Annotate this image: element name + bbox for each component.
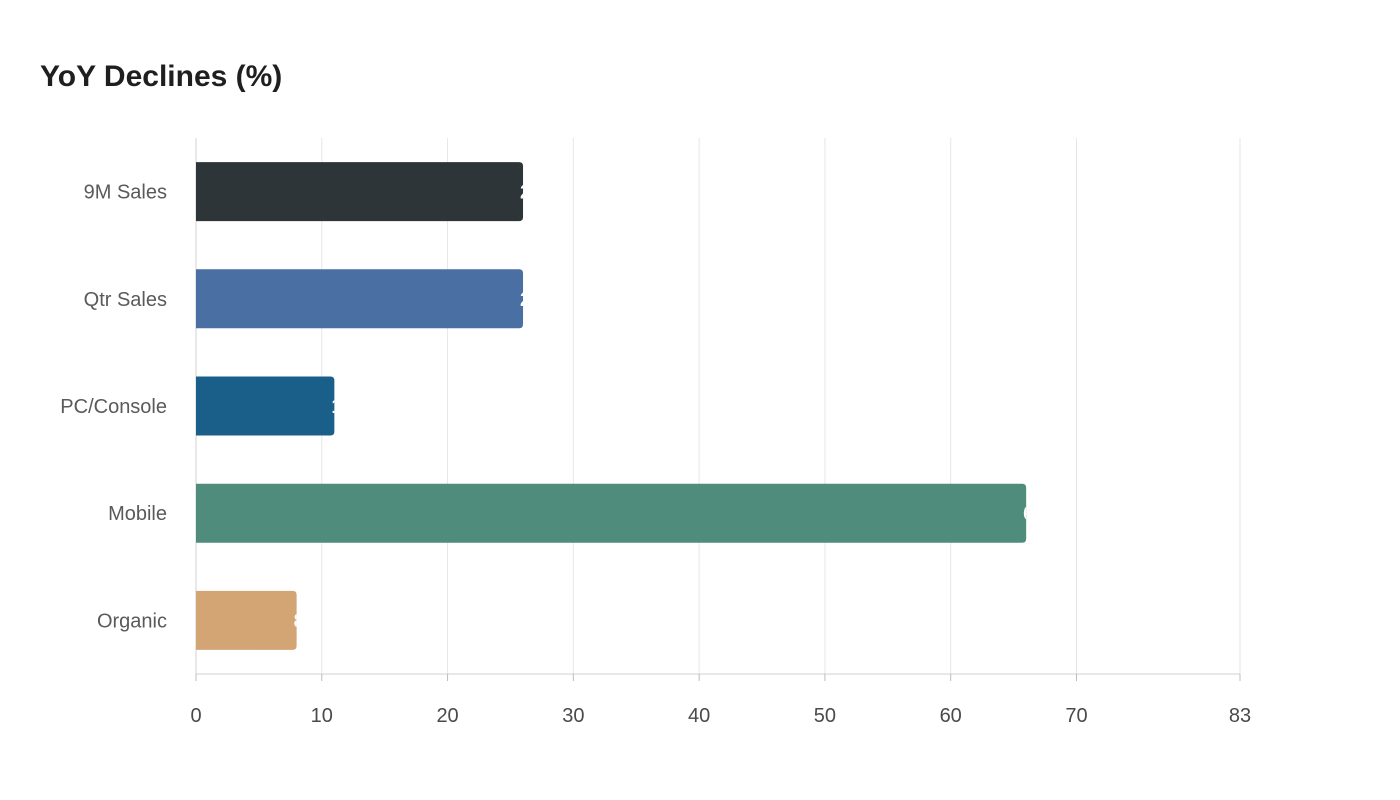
x-tick-label: 0 <box>190 705 201 727</box>
data-label: 26 <box>520 289 542 311</box>
bar <box>196 376 335 436</box>
category-label: Qtr Sales <box>84 289 167 311</box>
x-tick-label: 20 <box>436 705 458 727</box>
category-label: Mobile <box>108 503 167 525</box>
x-tick-label: 40 <box>688 705 710 727</box>
x-tick-label: 30 <box>562 705 584 727</box>
category-label: PC/Console <box>60 396 167 418</box>
category-label: Organic <box>97 610 167 632</box>
x-tick-label: 70 <box>1065 705 1087 727</box>
bar <box>196 483 1027 543</box>
bar <box>196 269 524 329</box>
data-label: 8 <box>294 610 305 632</box>
x-tick-label: 83 <box>1229 705 1251 727</box>
category-label: 9M Sales <box>84 182 167 204</box>
bar <box>196 590 297 650</box>
data-label: 66 <box>1023 503 1045 525</box>
data-label: 26 <box>520 182 542 204</box>
x-tick-label: 60 <box>940 705 962 727</box>
data-label: 11 <box>331 396 352 418</box>
chart-title: YoY Declines (%) <box>40 60 283 93</box>
bar <box>196 162 524 222</box>
x-tick-label: 10 <box>311 705 333 727</box>
x-tick-label: 50 <box>814 705 836 727</box>
